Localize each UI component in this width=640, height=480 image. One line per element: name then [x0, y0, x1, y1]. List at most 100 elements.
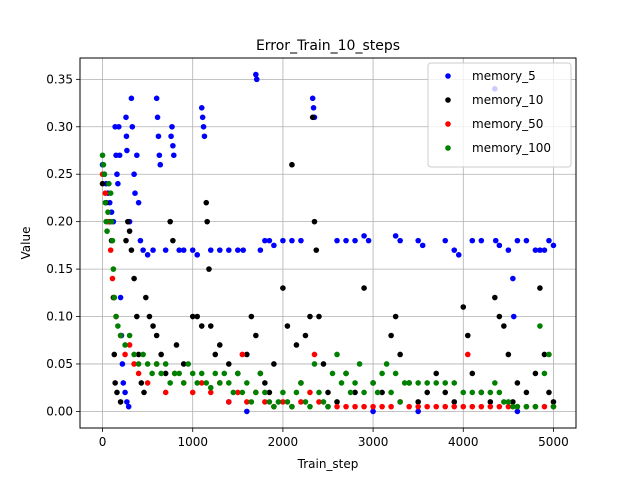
data-point — [253, 76, 260, 83]
chart-title: Error_Train_10_steps — [256, 38, 400, 54]
data-point — [140, 351, 146, 358]
x-tick-label: 4000 — [448, 435, 479, 449]
data-point — [469, 370, 476, 377]
legend-marker — [445, 145, 451, 151]
data-point — [433, 380, 440, 386]
data-point — [293, 389, 300, 396]
data-point — [126, 332, 133, 339]
data-point — [253, 71, 259, 78]
data-point — [514, 403, 521, 410]
data-point — [433, 370, 440, 377]
data-point — [334, 237, 340, 244]
data-point — [137, 237, 144, 244]
data-point — [424, 403, 431, 410]
data-point — [99, 180, 106, 187]
data-point — [478, 237, 485, 244]
data-point — [194, 380, 201, 386]
y-tick-label: 0.15 — [46, 262, 73, 276]
plot-frame — [79, 57, 577, 429]
data-point — [356, 361, 363, 367]
data-point — [135, 361, 142, 367]
data-point — [406, 403, 412, 410]
data-point — [334, 399, 340, 405]
data-point — [492, 237, 499, 244]
data-point — [170, 142, 176, 149]
data-point — [100, 161, 107, 168]
x-tick-label: 0 — [99, 435, 107, 449]
data-point — [103, 218, 109, 225]
legend-marker — [445, 73, 451, 79]
data-point — [464, 351, 471, 358]
data-point — [361, 403, 367, 410]
data-point — [141, 389, 147, 396]
data-point — [361, 285, 367, 291]
data-point — [124, 147, 130, 154]
data-point — [168, 133, 174, 140]
data-point — [135, 351, 142, 358]
data-point — [180, 380, 187, 386]
data-point — [487, 403, 494, 410]
data-point — [235, 370, 241, 377]
data-point — [280, 237, 286, 244]
data-point — [240, 247, 247, 253]
data-point — [115, 180, 121, 187]
data-point — [460, 403, 467, 410]
data-point — [505, 403, 512, 410]
data-point — [200, 123, 207, 130]
data-point — [537, 247, 543, 253]
data-point — [514, 237, 521, 244]
data-point — [392, 313, 399, 320]
data-point — [105, 209, 111, 215]
data-point — [280, 389, 286, 396]
data-point — [352, 389, 358, 396]
data-point — [505, 247, 512, 253]
data-point — [424, 389, 431, 396]
data-point — [117, 399, 124, 405]
data-point — [307, 313, 313, 320]
data-point — [316, 313, 322, 320]
data-point — [107, 190, 114, 196]
data-point — [347, 389, 354, 396]
data-point — [379, 370, 385, 377]
data-point — [496, 403, 503, 410]
data-point — [275, 399, 282, 405]
data-point — [257, 370, 264, 377]
data-point — [117, 332, 124, 339]
data-point — [510, 313, 517, 320]
series-memory_100 — [99, 152, 557, 410]
data-point — [460, 304, 467, 310]
data-point — [442, 389, 449, 396]
data-point — [253, 332, 259, 339]
data-point — [253, 389, 259, 396]
data-point — [248, 399, 255, 405]
data-point — [415, 399, 421, 405]
data-point — [550, 403, 557, 410]
axis-ticks: 0 1000 2000 3000 4000 5000 0.00 0.05 0.10 0.15 0.2… — [46, 72, 568, 449]
data-point — [108, 218, 115, 225]
data-point — [156, 152, 163, 159]
data-point — [101, 171, 108, 178]
data-point — [194, 252, 201, 258]
data-point — [370, 403, 376, 410]
data-point — [176, 370, 182, 377]
data-point — [510, 403, 516, 410]
data-point — [114, 389, 120, 396]
data-point — [442, 380, 449, 386]
data-point — [397, 399, 403, 405]
data-point — [492, 380, 498, 386]
data-point — [171, 370, 178, 377]
data-point — [112, 380, 118, 386]
data-point — [115, 323, 121, 329]
data-point — [226, 361, 232, 367]
data-point — [244, 380, 250, 386]
x-tick-label: 1000 — [177, 435, 208, 449]
data-point — [415, 408, 421, 415]
data-point — [379, 403, 385, 410]
data-point — [460, 389, 467, 396]
data-point — [134, 313, 140, 320]
data-point — [244, 399, 250, 405]
data-point — [207, 384, 214, 391]
data-point — [271, 403, 277, 410]
legend-label: memory_10 — [472, 93, 543, 107]
data-point — [106, 180, 112, 187]
